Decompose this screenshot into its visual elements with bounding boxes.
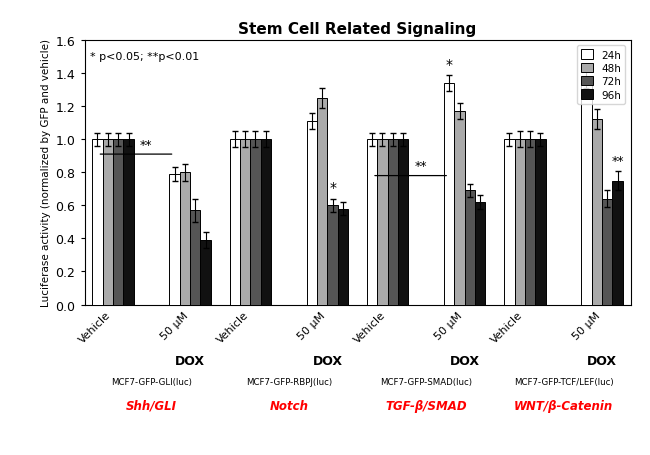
Text: MCF7-GFP-SMAD(luc): MCF7-GFP-SMAD(luc) (380, 378, 472, 386)
Bar (612, 181, 623, 305)
Bar (190, 211, 200, 305)
Bar (103, 140, 113, 305)
Text: WNT/β-Catenin: WNT/β-Catenin (514, 399, 613, 412)
Text: DOX: DOX (175, 354, 205, 367)
Text: * p<0.05; **p<0.01: * p<0.05; **p<0.01 (90, 51, 199, 61)
Text: MCF7-GFP-GLI(luc): MCF7-GFP-GLI(luc) (111, 378, 192, 386)
Text: MCF7-GFP-RBPJ(luc): MCF7-GFP-RBPJ(luc) (246, 378, 332, 386)
Bar (536, 140, 545, 305)
Title: Stem Cell Related Signaling: Stem Cell Related Signaling (239, 22, 476, 37)
Text: MCF7-GFP-TCF/LEF(luc): MCF7-GFP-TCF/LEF(luc) (514, 378, 614, 386)
Bar (307, 122, 317, 305)
Text: DOX: DOX (313, 354, 343, 367)
Bar (592, 120, 602, 305)
Bar (504, 140, 515, 305)
Bar (377, 140, 387, 305)
Bar (602, 199, 612, 305)
Bar (475, 202, 486, 305)
Legend: 24h, 48h, 72h, 96h: 24h, 48h, 72h, 96h (577, 46, 625, 105)
Bar (581, 77, 592, 305)
Bar (261, 140, 271, 305)
Bar (515, 140, 525, 305)
Bar (328, 206, 338, 305)
Text: **: ** (611, 155, 624, 168)
Text: DOX: DOX (587, 354, 617, 367)
Bar (444, 84, 454, 305)
Text: **: ** (140, 138, 153, 152)
Bar (387, 140, 398, 305)
Bar (92, 140, 103, 305)
Bar (229, 140, 240, 305)
Text: **: ** (415, 160, 427, 173)
Bar (454, 112, 465, 305)
Bar (113, 140, 124, 305)
Text: DOX: DOX (450, 354, 480, 367)
Bar (240, 140, 250, 305)
Bar (200, 241, 211, 305)
Text: Notch: Notch (269, 399, 308, 412)
Bar (398, 140, 408, 305)
Bar (250, 140, 261, 305)
Y-axis label: Luciferase activity (normalized by GFP and vehicle): Luciferase activity (normalized by GFP a… (42, 39, 51, 307)
Bar (465, 191, 475, 305)
Text: Shh/GLI: Shh/GLI (126, 399, 177, 412)
Bar (124, 140, 134, 305)
Bar (179, 173, 190, 305)
Bar (367, 140, 377, 305)
Text: *: * (446, 58, 452, 72)
Text: **: ** (580, 50, 593, 62)
Bar (170, 175, 179, 305)
Bar (338, 209, 348, 305)
Text: *: * (329, 180, 336, 194)
Text: TGF-β/SMAD: TGF-β/SMAD (385, 399, 467, 412)
Bar (525, 140, 536, 305)
Bar (317, 99, 328, 305)
